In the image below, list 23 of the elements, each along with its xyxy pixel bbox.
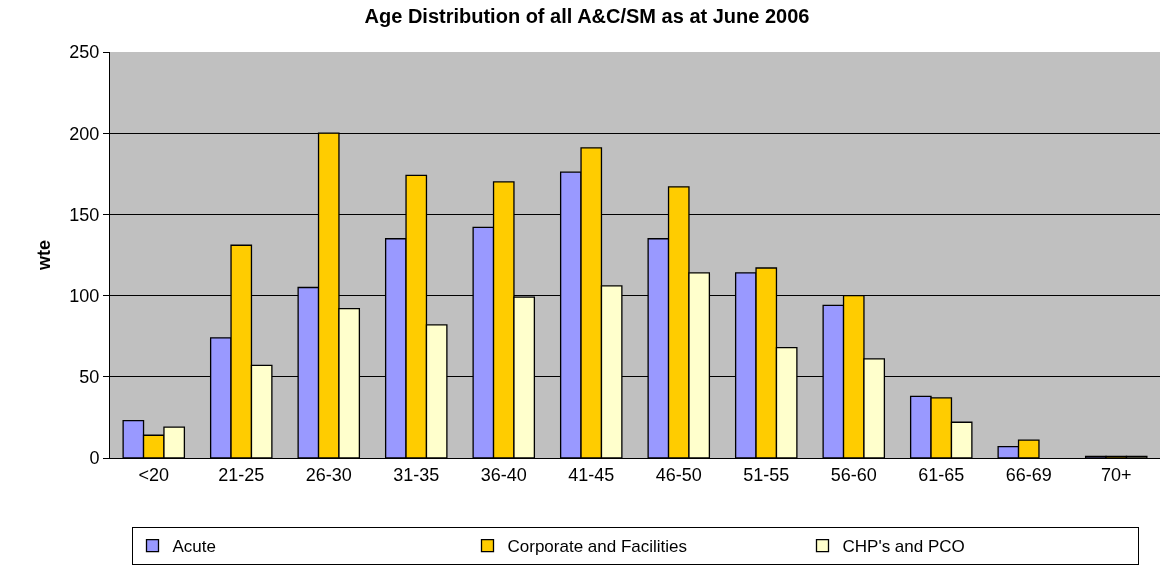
x-tick-label: 56-60 bbox=[830, 464, 877, 485]
y-axis-title: wte bbox=[33, 239, 54, 272]
y-tick-label: 200 bbox=[69, 123, 100, 144]
y-tick-label: 100 bbox=[69, 285, 100, 306]
x-tick-label: 21-25 bbox=[218, 464, 265, 485]
y-tick-label: 50 bbox=[79, 367, 100, 388]
y-tick-label: 250 bbox=[69, 42, 100, 63]
x-tick-label: 61-65 bbox=[918, 464, 965, 485]
x-tick-label: 46-50 bbox=[655, 464, 702, 485]
legend-label: CHP's and PCO bbox=[842, 537, 965, 557]
legend-label: Acute bbox=[172, 537, 216, 557]
x-tick-label: <20 bbox=[138, 464, 170, 485]
x-tick-label: 66-69 bbox=[1005, 464, 1052, 485]
legend-label: Corporate and Facilities bbox=[507, 537, 688, 557]
y-tick-label: 150 bbox=[69, 204, 100, 225]
x-tick-label: 41-45 bbox=[568, 464, 615, 485]
x-tick-label: 51-55 bbox=[743, 464, 790, 485]
x-tick-label: 31-35 bbox=[393, 464, 440, 485]
chart-title: Age Distribution of all A&C/SM as at June 2006 bbox=[364, 4, 810, 27]
x-tick-label: 70+ bbox=[1100, 464, 1132, 485]
x-tick-label: 26-30 bbox=[305, 464, 352, 485]
x-tick-label: 36-40 bbox=[480, 464, 527, 485]
y-tick-label: 0 bbox=[89, 448, 100, 469]
